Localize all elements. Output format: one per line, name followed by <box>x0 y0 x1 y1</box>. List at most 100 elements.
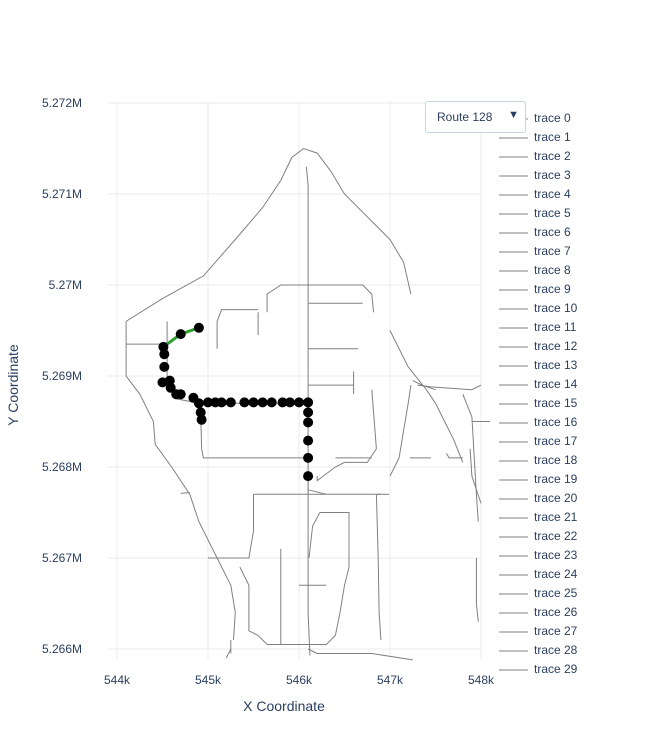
street-line <box>469 448 482 504</box>
street-line <box>316 389 377 482</box>
x-tick-label: 545k <box>195 673 222 687</box>
street-line <box>308 512 321 559</box>
y-tick-label: 5.266M <box>42 642 82 656</box>
route-stop-marker <box>195 407 206 418</box>
legend: trace 0 trace 1 trace 2 trace 3 trace 4 trace… <box>499 111 578 676</box>
x-tick-label: 546k <box>286 673 313 687</box>
legend-entry-label: trace 29 <box>534 662 578 676</box>
route-stop-marker <box>159 361 170 372</box>
street-line <box>375 494 382 640</box>
y-tick-label: 5.272M <box>42 96 82 110</box>
axis-ticks: 544k 545k 546k 547k 548k 5.266M 5.267M 5.268M 5.… <box>42 96 495 687</box>
legend-entry-label: trace 12 <box>534 339 578 353</box>
route-stop-marker <box>196 414 207 425</box>
route-stop-marker <box>266 397 277 408</box>
legend-entry-label: trace 28 <box>534 643 578 657</box>
legend-entry-label: trace 0 <box>534 111 571 125</box>
route-stop-marker <box>159 349 170 360</box>
route-stop-marker <box>303 435 314 446</box>
route-stop-marker <box>239 397 250 408</box>
legend-entry-label: trace 13 <box>534 358 578 372</box>
legend-entry-label: trace 24 <box>534 567 578 581</box>
legend-entry-label: trace 3 <box>534 168 571 182</box>
legend-entry-label: trace 22 <box>534 529 578 543</box>
route-selector-label: Route 128 <box>437 110 493 124</box>
legend-entry-label: trace 8 <box>534 263 571 277</box>
y-tick-label: 5.267M <box>42 551 82 565</box>
street-line <box>462 394 479 522</box>
street-line <box>180 492 190 494</box>
route-stop-marker <box>248 397 259 408</box>
grid-lines <box>107 101 482 659</box>
street-line <box>166 321 199 404</box>
street-line <box>305 166 311 656</box>
legend-entry-label: trace 4 <box>534 187 571 201</box>
route-stop-marker <box>303 407 314 418</box>
route-stop-marker <box>193 322 204 333</box>
legend-entry-label: trace 6 <box>534 225 571 239</box>
route-stop-marker <box>175 329 186 340</box>
x-tick-label: 548k <box>468 673 495 687</box>
legend-entry-label: trace 16 <box>534 415 578 429</box>
route-stop-marker <box>284 397 295 408</box>
street-line <box>445 453 463 459</box>
legend-entry-label: trace 18 <box>534 453 578 467</box>
y-tick-label: 5.271M <box>42 187 82 201</box>
street-line <box>225 648 232 659</box>
route-stop-marker <box>303 417 314 428</box>
route-stop-marker <box>303 452 314 463</box>
legend-entry-label: trace 26 <box>534 605 578 619</box>
legend-entry-label: trace 23 <box>534 548 578 562</box>
x-tick-label: 547k <box>377 673 404 687</box>
legend-entry-label: trace 7 <box>534 244 571 258</box>
route-stop-marker <box>257 397 268 408</box>
y-tick-label: 5.27M <box>49 278 82 292</box>
legend-entry-label: trace 15 <box>534 396 578 410</box>
legend-entry-label: trace 1 <box>534 130 571 144</box>
route-stop-marker <box>175 389 186 400</box>
route-stop-marker <box>158 341 169 352</box>
street-line <box>412 380 436 391</box>
street-line <box>125 321 236 640</box>
street-line <box>475 558 479 622</box>
legend-entry-label: trace 5 <box>534 206 571 220</box>
street-line <box>389 385 412 477</box>
route-stop-marker <box>216 397 227 408</box>
route-stop-marker <box>225 397 236 408</box>
x-axis-title: X Coordinate <box>243 698 325 714</box>
legend-entry-label: trace 9 <box>534 282 571 296</box>
legend-entry-label: trace 14 <box>534 377 578 391</box>
street-line <box>208 494 254 559</box>
street-line <box>239 512 350 645</box>
street-line <box>417 384 482 391</box>
legend-entry-label: trace 21 <box>534 510 578 524</box>
x-tick-label: 544k <box>104 673 131 687</box>
street-line <box>266 284 375 313</box>
street-line <box>125 147 412 322</box>
route-stop-marker <box>294 397 304 408</box>
route-stop-marker <box>303 471 314 482</box>
street-line <box>216 309 259 349</box>
street-line <box>389 330 464 463</box>
legend-entry-label: trace 20 <box>534 491 578 505</box>
legend-entry-label: trace 2 <box>534 149 571 163</box>
legend-entry-label: trace 19 <box>534 472 578 486</box>
route-stop-marker <box>193 398 204 409</box>
y-tick-label: 5.269M <box>42 369 82 383</box>
legend-entry-label: trace 11 <box>534 320 577 334</box>
legend-entry-label: trace 10 <box>534 301 578 315</box>
triangle-down-icon: ▼ <box>508 109 519 121</box>
route-stop-marker <box>303 397 314 408</box>
legend-entry-label: trace 17 <box>534 434 578 448</box>
street-line <box>307 648 413 661</box>
route-selector-dropdown[interactable]: Route 128 ▼ <box>425 101 526 133</box>
legend-entry-label: trace 27 <box>534 624 578 638</box>
route-stops <box>157 322 314 482</box>
street-line <box>307 489 327 495</box>
y-tick-label: 5.268M <box>42 460 82 474</box>
legend-entry-label: trace 25 <box>534 586 578 600</box>
route-stop-marker <box>277 397 288 408</box>
street-line <box>200 403 309 459</box>
y-axis-title: Y Coordinate <box>5 344 21 426</box>
